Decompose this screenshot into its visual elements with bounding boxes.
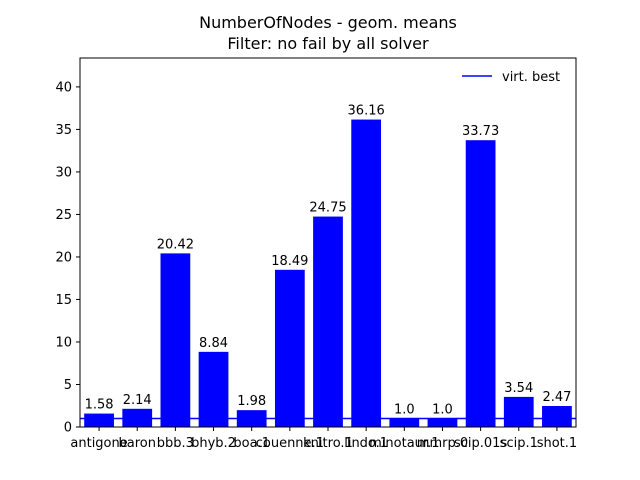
- data-label-lindo.1: 36.16: [348, 104, 385, 119]
- x-tick-label-antigone: antigone: [70, 436, 127, 451]
- data-label-boa.1: 1.98: [237, 394, 266, 409]
- chart-title: NumberOfNodes - geom. means: [199, 13, 457, 32]
- legend-label-virt-best: virt. best: [502, 70, 560, 85]
- x-tick-label-baron: baron: [118, 436, 155, 451]
- x-tick-label-knitro.1: knitro.1: [303, 436, 353, 451]
- y-tick-label-10: 10: [55, 335, 72, 350]
- data-label-mmrp.0: 1.0: [432, 402, 453, 417]
- bar-minotaur.1: [389, 418, 420, 427]
- x-tick-label-minotaur.1: minotaur.1: [369, 436, 439, 451]
- x-tick-label-bbb.3: bbb.3: [157, 436, 194, 451]
- y-tick-label-25: 25: [55, 208, 72, 223]
- x-tick-label-scip.1: scip.1: [500, 436, 538, 451]
- bars-group: 1.58 2.14 20.42 8.84 1.98 18.49 24.75 36.16 1.0 1…: [84, 104, 572, 428]
- bar-couenne.1: [274, 269, 305, 427]
- x-tick-label-lindo.1: lindo.1: [344, 436, 388, 451]
- y-tick-label-5: 5: [64, 378, 72, 393]
- y-tick-label-40: 40: [55, 80, 72, 95]
- legend: virt. best: [462, 70, 560, 85]
- bar-antigone: [84, 413, 114, 427]
- bar-bbb.3: [160, 253, 191, 427]
- bar-bhyb.2: [198, 351, 229, 427]
- data-label-scip.01s: 33.73: [462, 124, 499, 139]
- bar-lindo.1: [351, 119, 382, 428]
- chart-subtitle: Filter: no fail by all solver: [227, 34, 429, 53]
- data-label-couenne.1: 18.49: [271, 254, 308, 269]
- y-tick-label-0: 0: [64, 421, 72, 436]
- x-tick-label-mmrp.0: mmrp.0: [417, 436, 468, 451]
- bar-knitro.1: [313, 216, 343, 427]
- bar-mmrp.0: [427, 418, 458, 427]
- data-label-knitro.1: 24.75: [309, 201, 346, 216]
- bar-scip.1: [503, 396, 534, 427]
- bar-shot.1: [542, 405, 572, 427]
- x-tick-label-boa.1: boa.1: [233, 436, 270, 451]
- x-tick-label-shot.1: shot.1: [537, 436, 577, 451]
- data-label-bbb.3: 20.42: [157, 237, 194, 252]
- x-tick-label-scip.01s: scip.01s: [454, 436, 507, 451]
- x-tick-label-bhyb.2: bhyb.2: [191, 436, 236, 451]
- y-tick-label-20: 20: [55, 250, 72, 265]
- data-label-antigone: 1.58: [85, 398, 114, 413]
- data-label-shot.1: 2.47: [542, 390, 571, 405]
- x-tick-label-couenne.1: couenne.1: [256, 436, 324, 451]
- data-label-scip.1: 3.54: [504, 381, 533, 396]
- y-tick-label-15: 15: [55, 293, 72, 308]
- bar-scip.01s: [465, 140, 496, 427]
- data-label-baron: 2.14: [123, 393, 152, 408]
- data-label-bhyb.2: 8.84: [199, 336, 228, 351]
- y-tick-label-30: 30: [55, 165, 72, 180]
- y-tick-label-35: 35: [55, 123, 72, 138]
- data-label-minotaur.1: 1.0: [394, 402, 415, 417]
